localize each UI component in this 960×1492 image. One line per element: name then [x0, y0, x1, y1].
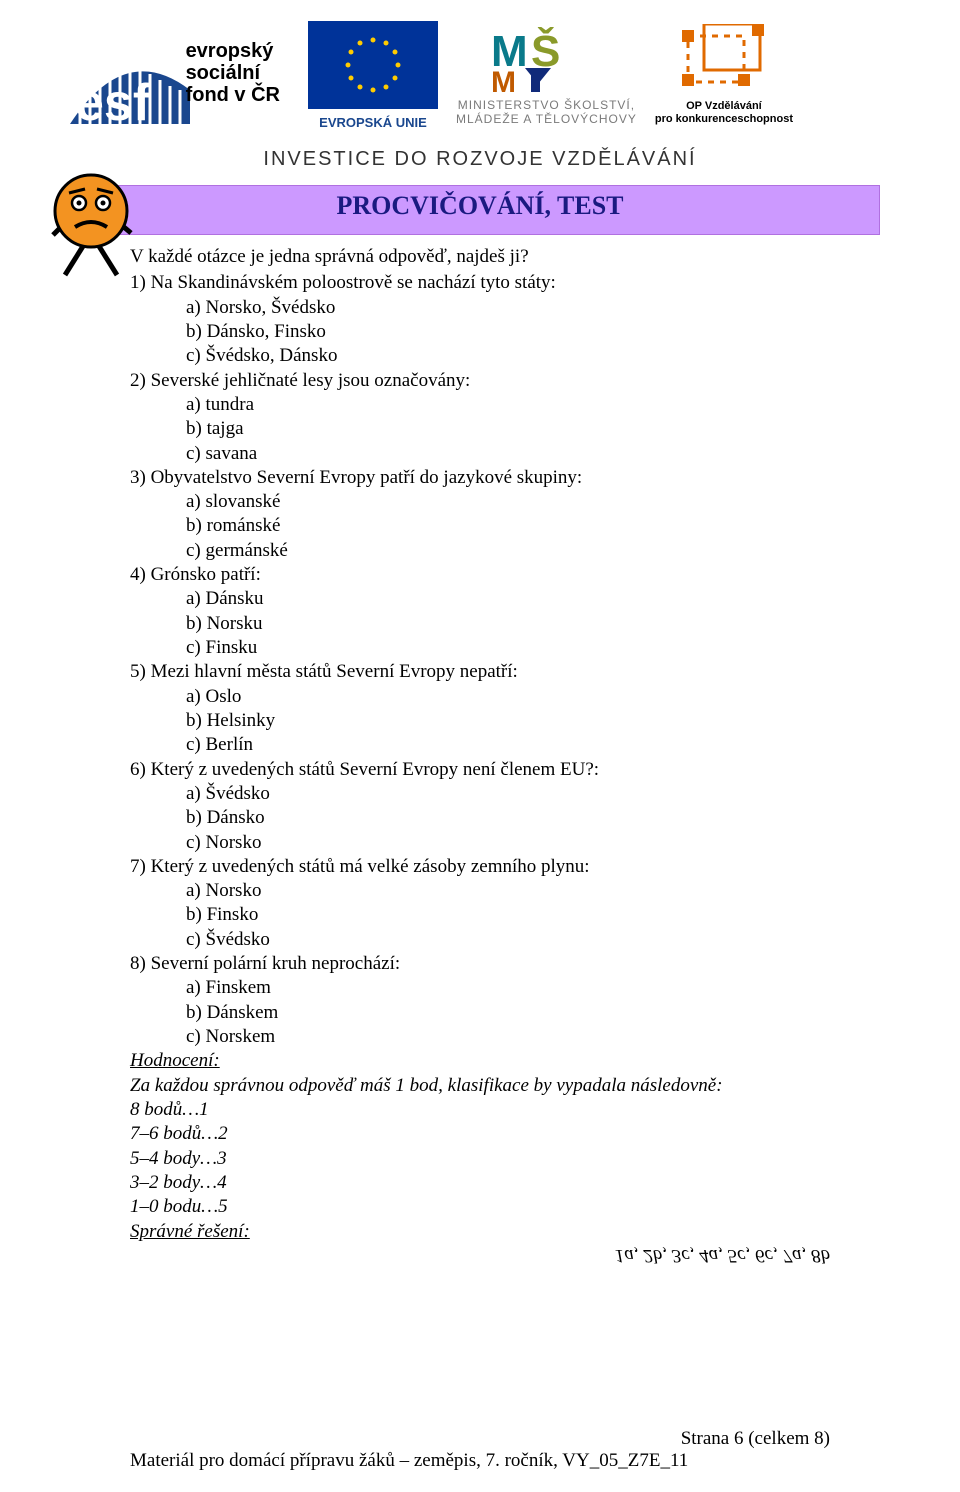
option-list: a) tundrab) tajgac) savana: [130, 393, 830, 466]
svg-text:esf: esf: [75, 74, 151, 130]
answers-flipped: 1a, 2b, 3c, 4a, 5c, 6c, 7a, 8b: [0, 1244, 960, 1272]
content-body: V každé otázce je jedna správná odpověď,…: [0, 245, 960, 1244]
option-item: a) slovanské: [186, 490, 830, 514]
question-text: 5) Mezi hlavní města států Severní Evrop…: [130, 660, 830, 684]
question-text: 6) Který z uvedených států Severní Evrop…: [130, 758, 830, 782]
esf-line: fond v ČR: [186, 84, 280, 106]
eval-sentence: Za každou správnou odpověď máš 1 bod, kl…: [130, 1074, 830, 1098]
question-item: 5) Mezi hlavní města států Severní Evrop…: [130, 660, 830, 757]
esf-line: evropský: [186, 40, 280, 62]
option-item: a) tundra: [186, 393, 830, 417]
option-list: a) Finskemb) Dánskemc) Norskem: [130, 976, 830, 1049]
option-item: a) Norsko: [186, 879, 830, 903]
question-item: 6) Který z uvedených států Severní Evrop…: [130, 758, 830, 855]
option-item: c) germánské: [186, 539, 830, 563]
grade-line: 7–6 bodů…2: [130, 1122, 830, 1146]
character-icon: [45, 153, 145, 278]
question-item: 8) Severní polární kruh neprochází:a) Fi…: [130, 952, 830, 1049]
svg-text:M: M: [491, 66, 516, 94]
grade-line: 5–4 body…3: [130, 1147, 830, 1171]
question-item: 7) Který z uvedených států má velké záso…: [130, 855, 830, 952]
option-list: a) Oslob) Helsinkyc) Berlín: [130, 685, 830, 758]
question-text: 7) Který z uvedených států má velké záso…: [130, 855, 830, 879]
logo-esf: esf evropský sociální fond v ČR: [70, 20, 290, 130]
option-item: c) savana: [186, 442, 830, 466]
option-item: b) tajga: [186, 417, 830, 441]
question-text: 3) Obyvatelstvo Severní Evropy patří do …: [130, 466, 830, 490]
option-item: a) Dánsku: [186, 587, 830, 611]
option-list: a) Norsko, Švédskob) Dánsko, Finskoc) Šv…: [130, 296, 830, 369]
option-item: b) Dánskem: [186, 1001, 830, 1025]
option-item: c) Norsko: [186, 831, 830, 855]
option-item: b) románské: [186, 514, 830, 538]
option-item: b) Norsku: [186, 612, 830, 636]
option-item: a) Oslo: [186, 685, 830, 709]
logo-eu-wrap: EVROPSKÁ UNIE: [308, 21, 438, 130]
option-list: a) Dánskub) Norskuc) Finsku: [130, 587, 830, 660]
question-item: 3) Obyvatelstvo Severní Evropy patří do …: [130, 466, 830, 563]
op-line: pro konkurenceschopnost: [655, 113, 793, 126]
option-item: b) Dánsko, Finsko: [186, 320, 830, 344]
option-item: a) Finskem: [186, 976, 830, 1000]
option-item: a) Švédsko: [186, 782, 830, 806]
banner-area: PROCVIČOVÁNÍ, TEST: [0, 185, 960, 245]
option-item: c) Finsku: [186, 636, 830, 660]
footer: Strana 6 (celkem 8) Materiál pro domácí …: [0, 1428, 960, 1472]
solution-heading: Správné řešení:: [130, 1220, 830, 1244]
grade-line: 1–0 bodu…5: [130, 1195, 830, 1219]
eval-heading: Hodnocení:: [130, 1049, 830, 1073]
option-item: c) Švédsko, Dánsko: [186, 344, 830, 368]
option-item: b) Finsko: [186, 903, 830, 927]
logo-msmt: M Š M MINISTERSTVO ŠKOLSTVÍ, MLÁDEŽE A T…: [456, 24, 637, 127]
msmt-line: MINISTERSTVO ŠKOLSTVÍ,: [456, 98, 637, 112]
grade-line: 8 bodů…1: [130, 1098, 830, 1122]
question-item: 2) Severské jehličnaté lesy jsou označov…: [130, 369, 830, 466]
header-logos: esf evropský sociální fond v ČR: [0, 20, 960, 130]
option-list: a) Švédskob) Dánskoc) Norsko: [130, 782, 830, 855]
option-item: c) Berlín: [186, 733, 830, 757]
question-text: 4) Grónsko patří:: [130, 563, 830, 587]
question-list: 1) Na Skandinávském poloostrově se nachá…: [130, 271, 830, 1049]
logo-eu-caption: EVROPSKÁ UNIE: [308, 115, 438, 130]
logo-esf-text: evropský sociální fond v ČR: [186, 40, 280, 106]
option-item: b) Dánsko: [186, 806, 830, 830]
logo-op: OP Vzdělávání pro konkurenceschopnost: [655, 24, 793, 126]
grade-line: 3–2 body…4: [130, 1171, 830, 1195]
question-item: 1) Na Skandinávském poloostrově se nachá…: [130, 271, 830, 368]
page-counter: Strana 6 (celkem 8): [0, 1428, 960, 1450]
question-text: 1) Na Skandinávském poloostrově se nachá…: [130, 271, 830, 295]
msmt-line: MLÁDEŽE A TĚLOVÝCHOVY: [456, 112, 637, 126]
esf-line: sociální: [186, 62, 280, 84]
option-item: c) Norskem: [186, 1025, 830, 1049]
page: esf evropský sociální fond v ČR: [0, 0, 960, 1492]
question-item: 4) Grónsko patří:a) Dánskub) Norskuc) Fi…: [130, 563, 830, 660]
option-list: a) slovanskéb) románskéc) germánské: [130, 490, 830, 563]
intro-text: V každé otázce je jedna správná odpověď,…: [130, 245, 830, 269]
logo-eu: [308, 21, 438, 109]
option-item: a) Norsko, Švédsko: [186, 296, 830, 320]
question-text: 8) Severní polární kruh neprochází:: [130, 952, 830, 976]
option-item: c) Švédsko: [186, 928, 830, 952]
material-line: Materiál pro domácí přípravu žáků – země…: [0, 1450, 960, 1472]
question-text: 2) Severské jehličnaté lesy jsou označov…: [130, 369, 830, 393]
option-item: b) Helsinky: [186, 709, 830, 733]
op-line: OP Vzdělávání: [655, 100, 793, 113]
option-list: a) Norskob) Finskoc) Švédsko: [130, 879, 830, 952]
